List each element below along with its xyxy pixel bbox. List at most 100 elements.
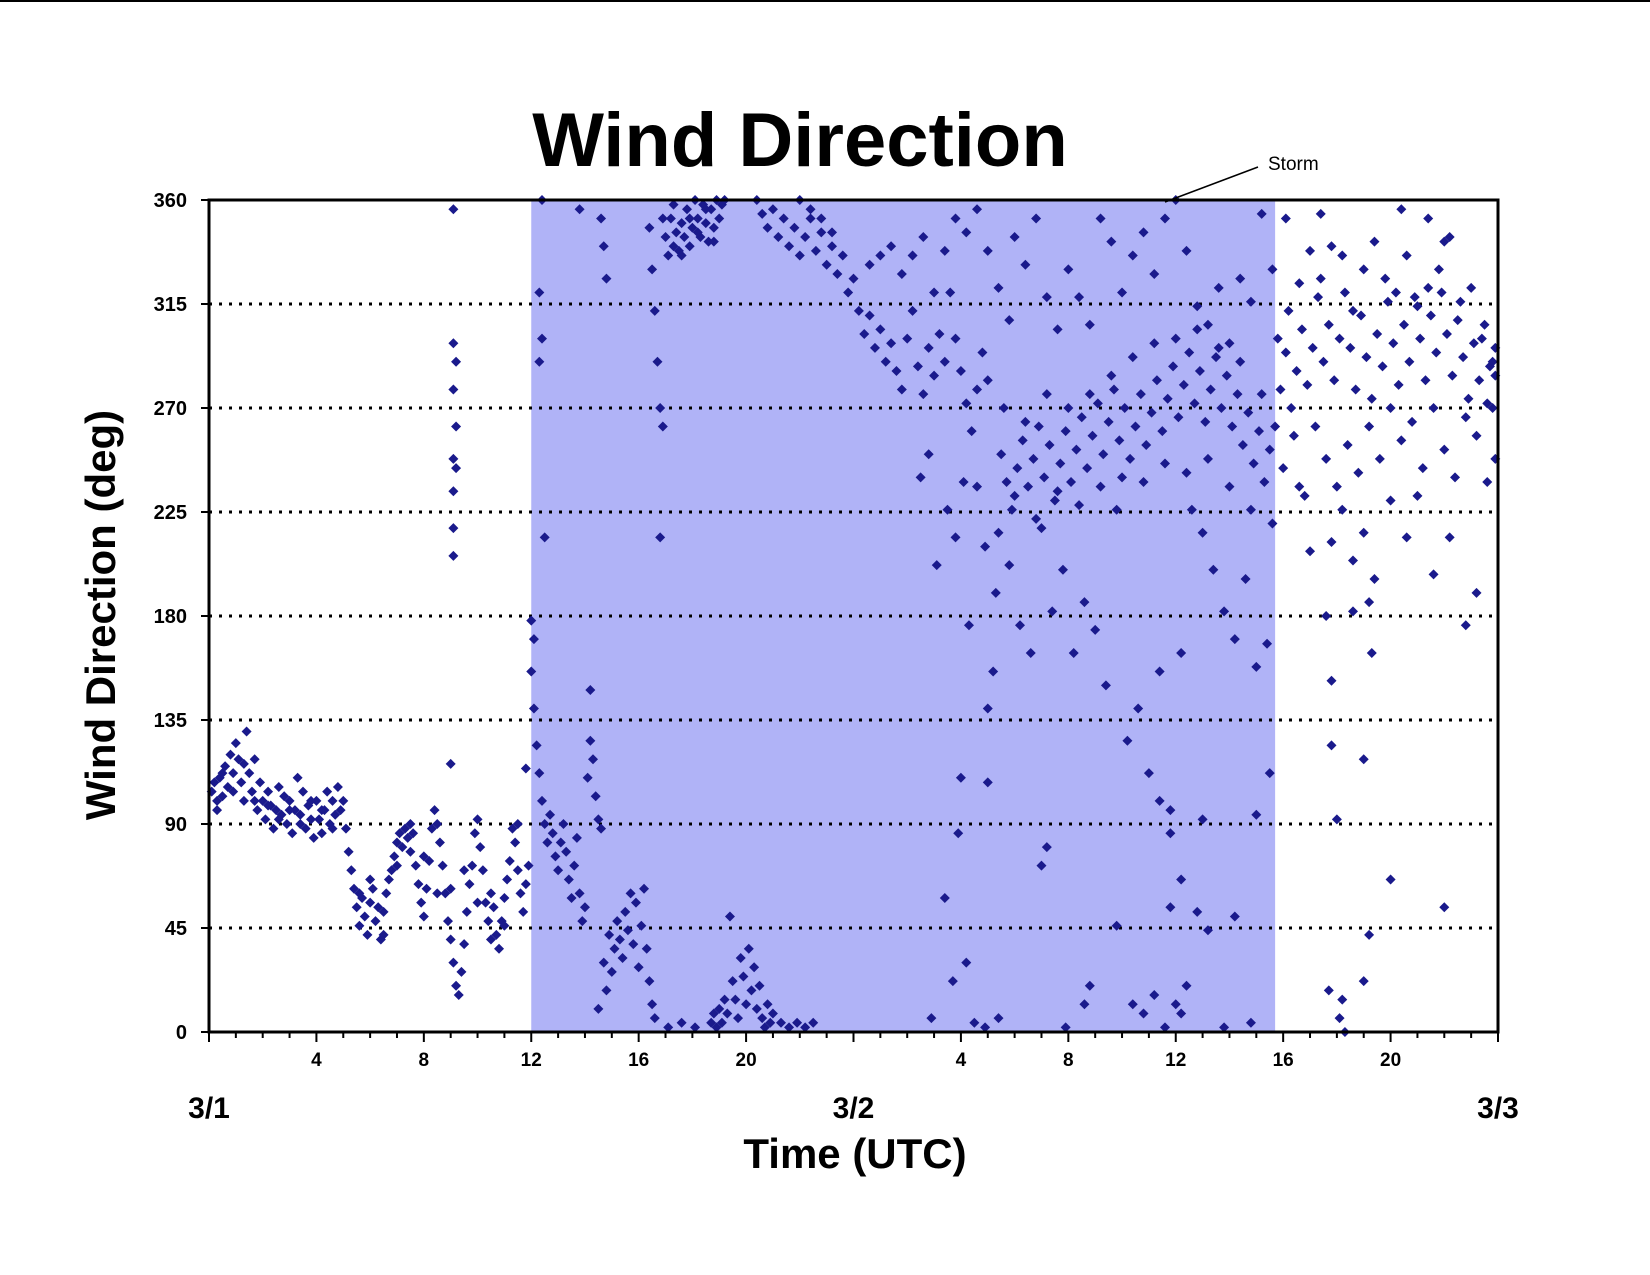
data-point [875, 250, 886, 261]
data-point [410, 860, 421, 871]
data-point [864, 259, 875, 270]
data-point [1213, 342, 1224, 353]
data-point [306, 795, 317, 806]
data-point [429, 805, 440, 816]
data-point [413, 879, 424, 890]
data-point [418, 851, 429, 862]
data-point [499, 920, 510, 931]
data-point [896, 268, 907, 279]
data-point [1033, 421, 1044, 432]
data-point [1326, 241, 1337, 252]
data-point [528, 703, 539, 714]
data-point [757, 1013, 768, 1024]
data-point [1052, 486, 1063, 497]
data-point [939, 245, 950, 256]
data-point [1302, 379, 1313, 390]
data-point [1068, 647, 1079, 658]
data-point [292, 772, 303, 783]
data-point [308, 832, 319, 843]
data-point [1168, 361, 1179, 372]
data-point [378, 906, 389, 917]
data-point [1315, 273, 1326, 284]
data-point [523, 860, 534, 871]
data-point [1084, 389, 1095, 400]
data-point [1025, 647, 1036, 658]
data-point [1049, 495, 1060, 506]
data-point [1409, 292, 1420, 303]
data-point [1149, 990, 1160, 1001]
data-point [775, 1017, 786, 1028]
data-point [241, 726, 252, 737]
storm-annotation-leader [1164, 166, 1259, 203]
data-point [961, 398, 972, 409]
data-point [939, 356, 950, 367]
data-point [652, 356, 663, 367]
data-point [1221, 370, 1232, 381]
data-point [1023, 481, 1034, 492]
data-point [950, 213, 961, 224]
data-point [657, 213, 668, 224]
data-point [993, 1013, 1004, 1024]
data-point [1487, 356, 1498, 367]
data-point [585, 735, 596, 746]
data-point [620, 906, 631, 917]
data-point [327, 795, 338, 806]
data-point [1084, 319, 1095, 330]
data-point [668, 241, 679, 252]
x-tick-label: 12 [1165, 1050, 1186, 1071]
data-point [1487, 403, 1498, 413]
data-point [475, 842, 486, 853]
data-point [1071, 444, 1082, 455]
data-point [1057, 564, 1068, 575]
data-point [445, 934, 456, 945]
data-point [469, 828, 480, 839]
data-point [719, 994, 730, 1005]
data-point [456, 966, 467, 977]
data-point [588, 754, 599, 765]
data-point [684, 213, 695, 224]
data-point [322, 786, 333, 797]
data-point [354, 920, 365, 931]
data-point [1012, 463, 1023, 474]
data-point [1181, 980, 1192, 991]
data-point [1197, 527, 1208, 538]
data-point [445, 883, 456, 894]
data-point [767, 204, 778, 215]
data-point [263, 786, 274, 797]
data-point [526, 666, 537, 677]
data-point [1331, 814, 1342, 825]
data-point [751, 1003, 762, 1014]
data-point [644, 222, 655, 233]
data-point [821, 259, 832, 270]
data-point [923, 342, 934, 353]
data-point [939, 892, 950, 903]
data-point [1130, 421, 1141, 432]
data-point [306, 814, 317, 825]
x-tick-label: 20 [736, 1050, 757, 1071]
data-point [1031, 213, 1042, 224]
data-point [722, 1008, 733, 1019]
data-point [448, 486, 459, 497]
data-point [703, 236, 714, 247]
data-point [451, 463, 462, 474]
data-point [1052, 324, 1063, 335]
data-point [929, 370, 940, 381]
data-point [1310, 421, 1321, 432]
data-point [1165, 902, 1176, 913]
data-point [1428, 569, 1439, 580]
data-point [741, 999, 752, 1010]
data-point [972, 384, 983, 395]
data-point [1245, 1017, 1256, 1028]
data-point [606, 966, 617, 977]
data-point [733, 1013, 744, 1024]
data-point [448, 338, 459, 349]
data-point [1074, 292, 1085, 303]
data-point [1170, 333, 1181, 344]
data-point [1366, 393, 1377, 404]
data-point [1192, 324, 1203, 335]
data-point [451, 421, 462, 432]
data-point [1197, 814, 1208, 825]
data-point [1326, 537, 1337, 548]
data-point [316, 805, 327, 816]
data-point [1039, 472, 1050, 483]
